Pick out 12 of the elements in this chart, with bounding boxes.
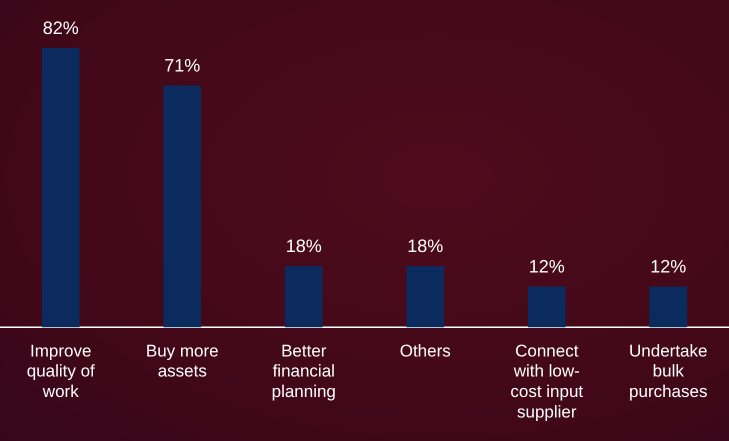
data-label: 71% bbox=[164, 55, 200, 76]
x-tick-label: Better financial planning bbox=[272, 341, 336, 402]
x-tick-label: Others bbox=[400, 341, 451, 360]
data-label: 18% bbox=[286, 236, 322, 256]
data-label: 18% bbox=[407, 236, 444, 256]
x-tick-label: Improve quality of work bbox=[26, 341, 96, 402]
x-tick-label: Undertake bulk purchases bbox=[629, 341, 708, 402]
x-tick-label: Buy more assets bbox=[146, 341, 219, 381]
data-label: 12% bbox=[650, 256, 686, 276]
x-tick-label: Connect with low-cost input supplier bbox=[510, 341, 584, 422]
data-label: 82% bbox=[42, 18, 79, 38]
data-label: 12% bbox=[528, 256, 565, 276]
